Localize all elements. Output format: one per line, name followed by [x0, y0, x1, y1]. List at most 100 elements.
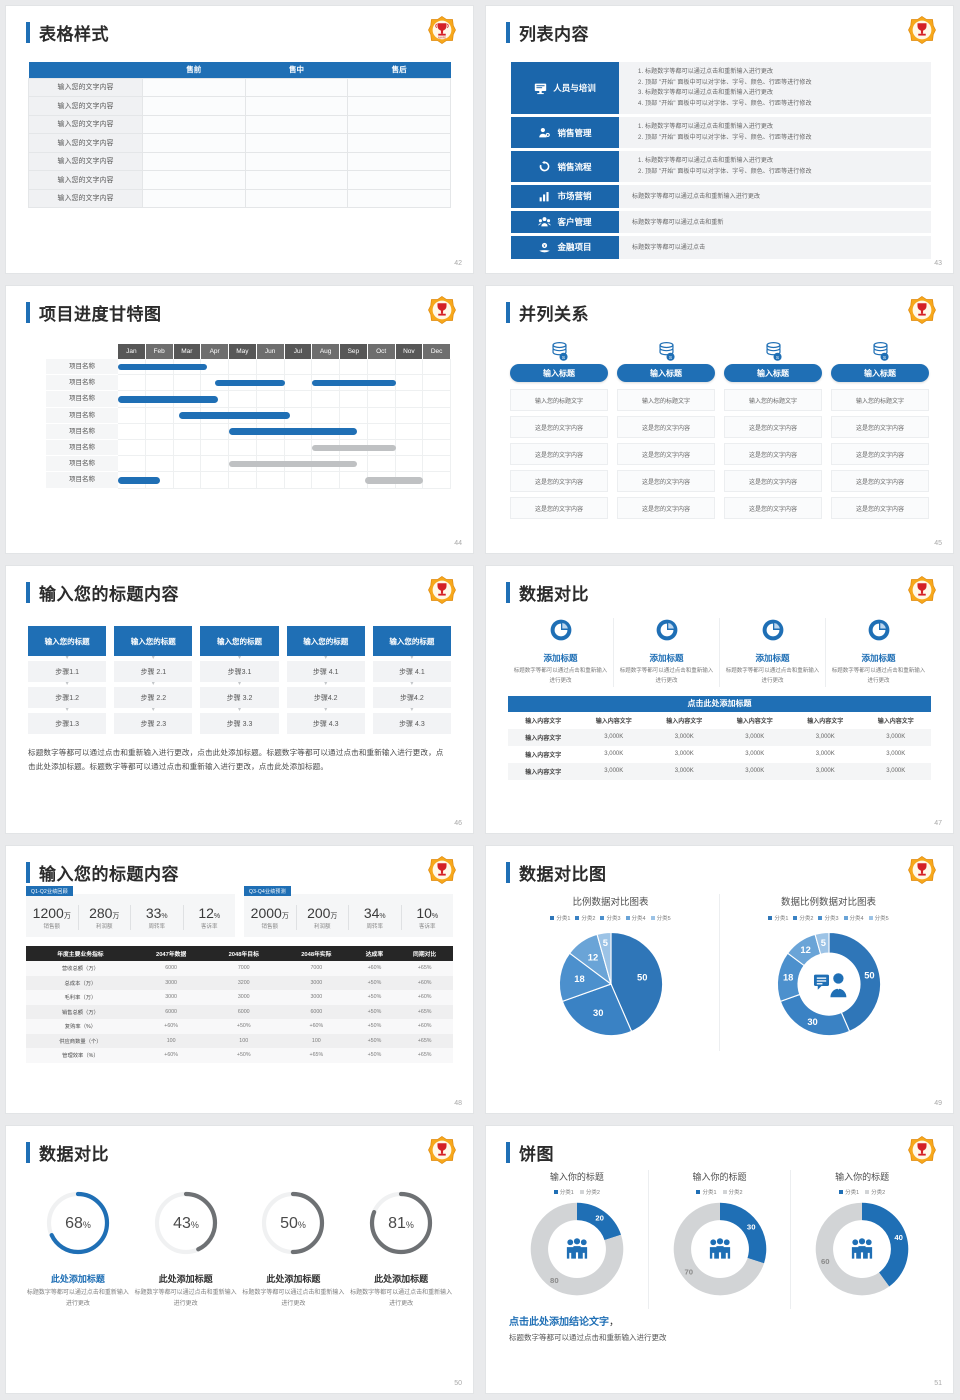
- list-item-label-box[interactable]: 人员与培训: [511, 62, 619, 114]
- cell[interactable]: 6000: [207, 1004, 281, 1019]
- step-box[interactable]: 步骤1.3: [28, 713, 107, 734]
- cell[interactable]: 3000: [134, 990, 208, 1005]
- step-column-header[interactable]: 输入您的标题: [200, 626, 279, 656]
- slide-43[interactable]: 列表内容 人员与培训 标题数字等都可以通过点击和重新输入进行更改 顶部 "开始"…: [480, 0, 960, 280]
- column-cell[interactable]: 输入您的标题文字: [510, 389, 608, 411]
- cell[interactable]: +60%: [396, 990, 453, 1005]
- cell[interactable]: 总成本（万）: [26, 975, 135, 990]
- step-box[interactable]: 步骤1.1: [28, 661, 107, 682]
- cell[interactable]: 3,000K: [886, 751, 906, 758]
- cell[interactable]: 销售总额（万）: [26, 1004, 135, 1019]
- donut-slice[interactable]: [673, 1202, 764, 1296]
- cell[interactable]: 3,000K: [790, 762, 861, 780]
- column-cell[interactable]: 这是您的文字内容: [724, 497, 822, 519]
- cell[interactable]: 输入内容文字: [508, 728, 579, 746]
- cell[interactable]: 3,000K: [745, 751, 765, 758]
- slide-45[interactable]: 并列关系 S 输入标题 输入您的标题文字 这是您的文字内容 这是您的文字内容 这是您的文字…: [480, 280, 960, 560]
- step-box[interactable]: 步骤4.2: [372, 687, 452, 708]
- cell[interactable]: 毛利率（万）: [26, 990, 135, 1005]
- column-cell[interactable]: 这是您的文字内容: [831, 497, 929, 519]
- step-box[interactable]: 步骤 3.3: [200, 713, 279, 734]
- column-cell[interactable]: 这是您的文字内容: [831, 470, 929, 492]
- cell[interactable]: [347, 133, 451, 153]
- step-box[interactable]: 步骤 4.1: [286, 661, 365, 682]
- column-cell[interactable]: 这是您的文字内容: [724, 470, 822, 492]
- column-cell[interactable]: 输入您的标题文字: [724, 389, 822, 411]
- pie-slice[interactable]: [595, 931, 612, 985]
- column-cell[interactable]: 这是您的文字内容: [617, 497, 715, 519]
- table-banner[interactable]: 点击此处添加标题: [508, 695, 931, 712]
- cell[interactable]: 7000: [207, 961, 281, 976]
- cell[interactable]: 3,000K: [860, 762, 931, 780]
- step-box[interactable]: 步骤 4.3: [372, 713, 452, 734]
- pie-slice[interactable]: [561, 983, 632, 1037]
- step-column-header[interactable]: 输入您的标题: [286, 626, 365, 656]
- cell[interactable]: +50%: [352, 975, 397, 990]
- list-item-label-box[interactable]: 销售管理: [511, 117, 619, 148]
- list-item[interactable]: 销售流程 标题数字等都可以通过点击和重新输入进行更改 顶部 "开始" 面板中可以…: [511, 151, 931, 182]
- cell[interactable]: [347, 188, 451, 208]
- cell[interactable]: 3,000K: [719, 728, 790, 746]
- cell[interactable]: +65%: [396, 961, 453, 976]
- cell[interactable]: [141, 96, 246, 116]
- cell[interactable]: 3,000K: [815, 751, 835, 758]
- column-cell[interactable]: 输入您的标题文字: [617, 389, 715, 411]
- slide-48[interactable]: 输入您的标题内容 Q1-Q2业绩回顾 1200万 销售额 280万 利润额 33% 周转率 1…: [0, 840, 480, 1120]
- cell[interactable]: [244, 188, 349, 208]
- column-cell[interactable]: 这是您的文字内容: [617, 416, 715, 438]
- step-box[interactable]: 步骤 3.2: [200, 687, 279, 708]
- cell[interactable]: 3,000K: [649, 762, 720, 780]
- donut-slice[interactable]: [827, 931, 881, 1033]
- cell[interactable]: +60%: [352, 961, 397, 976]
- cell[interactable]: +60%: [280, 1019, 353, 1034]
- step-column-header[interactable]: 输入您的标题: [114, 626, 193, 656]
- column-title-pill[interactable]: 输入标题: [831, 364, 929, 382]
- cell[interactable]: +65%: [396, 1004, 453, 1019]
- cell[interactable]: [141, 133, 246, 153]
- list-item[interactable]: ¥ 金融项目 标题数字等都可以通过点击: [511, 236, 931, 259]
- step-box[interactable]: 步骤4.2: [286, 687, 365, 708]
- cell[interactable]: 输入内容文字: [508, 762, 579, 780]
- column-cell[interactable]: 这是您的文字内容: [724, 416, 822, 438]
- slide-50[interactable]: 数据对比 68% 此处添加标题 标题数字等都可以通过点击和重新输入进行更改 43% 此处…: [0, 1120, 480, 1400]
- slide-47[interactable]: 数据对比 添加标题 标题数字等都可以通过点击和重新输入进行更改 添加标题 标题数字等都…: [480, 560, 960, 840]
- list-item[interactable]: 客户管理 标题数字等都可以通过点击和重新: [511, 210, 931, 233]
- column-cell[interactable]: 这是您的文字内容: [831, 416, 929, 438]
- slide-42[interactable]: 表格样式 AWARD 售前 售中 售后: [0, 0, 480, 280]
- cell[interactable]: +65%: [396, 1048, 453, 1063]
- cell[interactable]: [347, 114, 451, 134]
- step-box[interactable]: 步骤 2.2: [114, 687, 193, 708]
- cell[interactable]: [244, 114, 349, 134]
- cell[interactable]: 3,000K: [604, 751, 624, 758]
- cell[interactable]: +50%: [352, 1048, 397, 1063]
- list-item-label-box[interactable]: 客户管理: [511, 210, 619, 233]
- cell[interactable]: 7000: [280, 961, 353, 976]
- cell[interactable]: +60%: [134, 1048, 208, 1063]
- cell[interactable]: [244, 133, 349, 153]
- cell[interactable]: 100: [280, 1033, 353, 1048]
- donut-slice[interactable]: [813, 931, 830, 955]
- cell[interactable]: 3000: [134, 975, 208, 990]
- ring-title[interactable]: 此处添加标题: [50, 1274, 105, 1284]
- cell[interactable]: [347, 151, 451, 171]
- step-column-header[interactable]: 输入您的标题: [372, 626, 452, 656]
- column-title-pill[interactable]: 输入标题: [510, 364, 608, 382]
- donut-slice[interactable]: [862, 1202, 909, 1287]
- cell[interactable]: [347, 96, 451, 116]
- pie-slice[interactable]: [609, 931, 663, 1033]
- donut-slice[interactable]: [719, 1202, 766, 1264]
- pie-slice[interactable]: [558, 952, 612, 1003]
- cell[interactable]: 100: [134, 1033, 208, 1048]
- column-title-pill[interactable]: 输入标题: [617, 364, 715, 382]
- donut-slice[interactable]: [530, 1202, 624, 1296]
- gantt-bar[interactable]: [179, 412, 291, 419]
- list-item[interactable]: 市场营销 标题数字等都可以通过点击和重新输入进行更改: [511, 185, 931, 208]
- cell[interactable]: [141, 77, 246, 97]
- cell[interactable]: 100: [207, 1033, 281, 1048]
- column-cell[interactable]: 这是您的文字内容: [831, 443, 929, 465]
- gantt-bar[interactable]: [229, 428, 357, 435]
- cell[interactable]: [141, 188, 246, 208]
- conclusion-title[interactable]: 点击此处添加结论文字，: [509, 1313, 933, 1328]
- gantt-bar[interactable]: [118, 363, 207, 371]
- cell[interactable]: +50%: [352, 1004, 397, 1019]
